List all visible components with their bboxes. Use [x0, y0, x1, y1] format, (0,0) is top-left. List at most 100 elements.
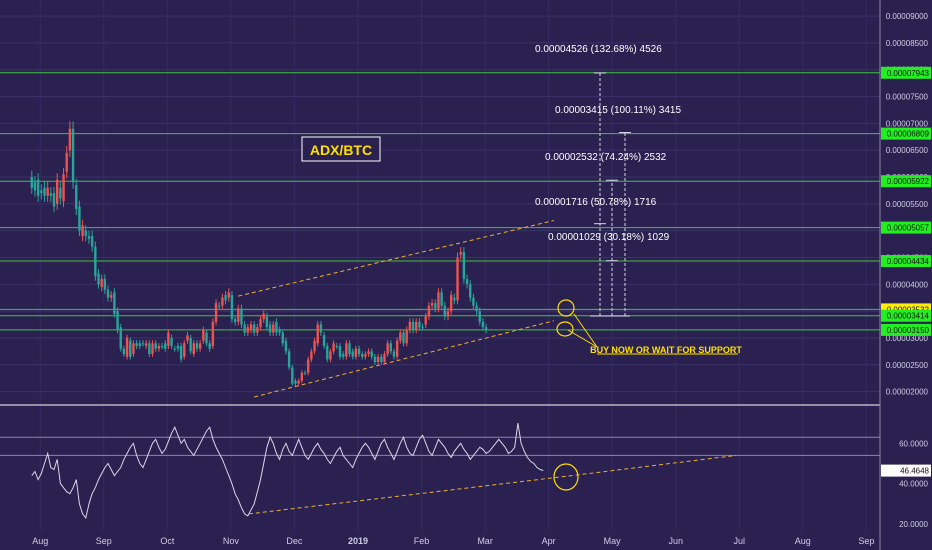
rsi-annotation-circle [553, 463, 579, 491]
candle-body [132, 343, 135, 355]
time-tick-label: 2019 [348, 536, 368, 546]
candle-body [376, 356, 380, 363]
target-projections: 0.00004526 (132.68%) 4526 0.00003415 (100… [535, 44, 681, 317]
candle-body [30, 177, 33, 188]
level-label-box [881, 221, 931, 234]
price-tick-label: 0.00007000 [886, 119, 929, 128]
candle-body [338, 345, 342, 357]
candle-body [405, 329, 408, 344]
time-tick-label: Nov [223, 536, 240, 546]
rsi-current-label: 46.4648 [900, 467, 929, 476]
candle-body [183, 343, 186, 357]
candle-body [246, 327, 250, 333]
candle-body [211, 321, 215, 346]
candle-body [326, 345, 329, 360]
candle-body [281, 332, 284, 344]
time-tick-label: Sep [858, 536, 874, 546]
candle-body [148, 343, 151, 355]
candle-body [361, 354, 364, 357]
candle-body [472, 297, 475, 306]
candle-body [218, 305, 221, 307]
candle-body [262, 313, 265, 320]
candle-body [275, 321, 278, 333]
candle-body [113, 292, 116, 314]
level-label-box [881, 309, 931, 322]
candle-body [119, 327, 122, 349]
candle-body [332, 343, 335, 352]
candle-body [437, 292, 440, 309]
candle-body [94, 246, 97, 277]
candle-body [40, 190, 43, 194]
candle-body [465, 278, 469, 285]
level-label-box [881, 255, 931, 268]
candle-body [392, 351, 396, 357]
candle-body [71, 128, 75, 183]
rsi-current-box [881, 464, 931, 477]
level-label: 0.00006809 [887, 130, 930, 139]
candle-body [300, 372, 304, 381]
candle-body [291, 367, 294, 384]
rsi-tick-label: 20.0000 [899, 520, 928, 529]
price-tick-label: 0.00007500 [886, 93, 929, 102]
candle-body [348, 343, 351, 355]
candle-body [116, 311, 119, 330]
candle-body [341, 354, 345, 357]
horizontal-levels [0, 72, 880, 331]
candle-body [408, 321, 412, 330]
annotation-arrow-2 [567, 329, 598, 348]
candle-body [100, 278, 103, 287]
candle-body [55, 179, 59, 204]
level-label-box [881, 66, 931, 79]
candle-body [176, 345, 180, 349]
candle-body [310, 351, 313, 360]
level-label: 0.00005057 [887, 224, 930, 233]
annotation-circle-2 [556, 321, 574, 337]
channel-lower [254, 320, 555, 398]
candle-body [33, 182, 37, 191]
candle-body [97, 273, 100, 285]
candle-body [411, 321, 415, 330]
candle-body [157, 345, 161, 349]
time-tick-label: Oct [160, 536, 175, 546]
price-tick-label: 0.00003000 [886, 334, 929, 343]
price-tick-label: 0.00009000 [886, 12, 929, 21]
candle-body [75, 185, 78, 210]
candle-body [43, 187, 46, 196]
price-tick-label: 0.00005500 [886, 200, 929, 209]
annotation-circle-1 [557, 299, 575, 317]
candle-body [430, 303, 434, 306]
candle-body [386, 343, 389, 355]
price-tick-label: 0.00004000 [886, 280, 929, 289]
candle-body [478, 311, 481, 322]
candle-body [364, 354, 367, 357]
candle-body [354, 348, 358, 357]
candle-body [440, 292, 443, 306]
candlesticks [30, 121, 488, 386]
target-label: 0.00001716 (50.78%) 1716 [535, 197, 657, 208]
time-tick-label: Apr [542, 536, 556, 546]
candle-body [46, 187, 49, 196]
candle-body [78, 206, 81, 231]
candle-body [170, 337, 173, 346]
candle-body [459, 252, 462, 255]
symbol-label: ADX/BTC [310, 142, 372, 158]
candle-body [195, 343, 199, 349]
candle-body [484, 327, 488, 330]
rsi-panel [0, 423, 880, 520]
candle-body [154, 343, 157, 349]
candle-body [373, 356, 377, 363]
candle-body [189, 337, 192, 352]
candle-body [144, 343, 148, 346]
time-tick-label: May [604, 536, 622, 546]
level-label: 0.00003414 [887, 312, 930, 321]
candle-body [424, 316, 427, 325]
candle-body [122, 348, 126, 355]
candle-body [151, 343, 154, 355]
candle-body [446, 311, 450, 317]
candle-body [345, 343, 348, 357]
candle-body [36, 179, 40, 196]
candle-body [272, 324, 275, 333]
level-label-box [881, 323, 931, 336]
candle-body [160, 345, 164, 347]
